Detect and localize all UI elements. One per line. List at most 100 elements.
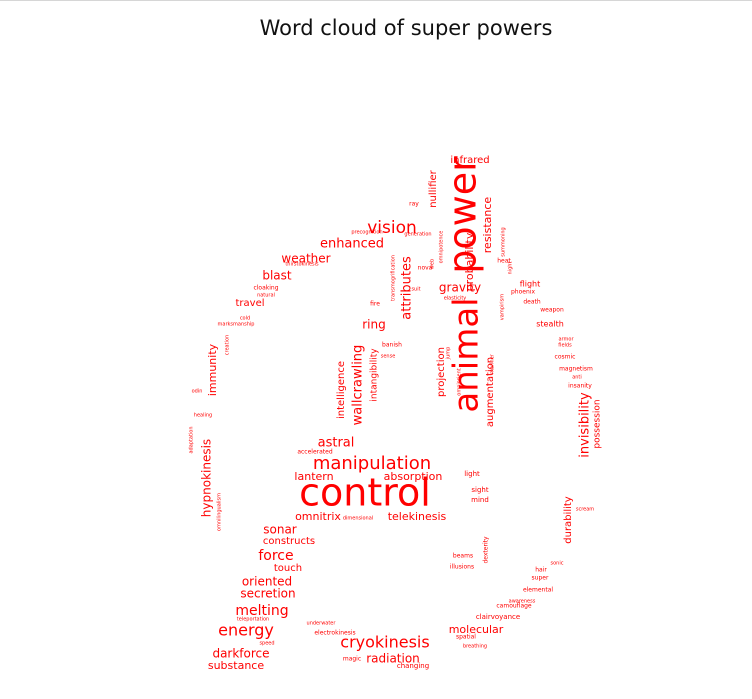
cloud-word: electrokinesis [314, 630, 355, 637]
cloud-word: nullifier [428, 169, 439, 207]
cloud-word: attributes [400, 256, 415, 320]
cloud-word: touch [274, 563, 302, 574]
cloud-word: substance [208, 659, 264, 672]
cloud-word: awareness [509, 599, 536, 605]
cloud-word: teleportation [237, 617, 269, 623]
cloud-word: durability [563, 496, 574, 544]
cloud-word: intangibility [370, 348, 380, 402]
cloud-word: wallcrawling [351, 345, 366, 426]
cloud-word: cryokinesis [340, 633, 429, 652]
cloud-word: illusions [450, 564, 474, 571]
page-title: Word cloud of super powers [259, 16, 553, 40]
cloud-word: magic [343, 656, 361, 663]
cloud-word: ray [409, 201, 419, 208]
top-divider [0, 0, 752, 1]
cloud-word: invisibility [578, 392, 593, 458]
cloud-word: manipulation [313, 453, 431, 474]
cloud-word: elemental [523, 587, 553, 594]
cloud-word: death [523, 299, 541, 306]
cloud-word: hair [535, 567, 547, 574]
cloud-word: sight [471, 486, 488, 494]
cloud-word: web [430, 259, 436, 269]
cloud-word: speed [259, 641, 274, 647]
cloud-word: hypnokinesis [200, 439, 214, 517]
cloud-word: phoenix [511, 289, 535, 296]
cloud-word: omnipotence [439, 231, 445, 264]
cloud-word: stealth [536, 320, 564, 329]
cloud-word: elasticity [444, 296, 467, 302]
cloud-word: suit [411, 287, 420, 293]
cloud-word: insanity [568, 383, 592, 390]
cloud-word: changing [397, 662, 429, 670]
cloud-word: breathing [463, 644, 487, 650]
cloud-word: secretion [240, 587, 295, 601]
cloud-word: transmogrification [391, 255, 397, 301]
cloud-word: generation [404, 232, 431, 238]
cloud-word: intelligence [336, 361, 347, 419]
cloud-word: gravity [439, 281, 481, 295]
cloud-word: constructs [263, 536, 315, 547]
cloud-word: lantern [294, 470, 333, 483]
cloud-word: weather [281, 252, 330, 266]
cloud-word: precognition [351, 230, 382, 236]
cloud-word: creation [225, 335, 231, 355]
cloud-word: light [464, 470, 480, 478]
cloud-word: ring [362, 318, 386, 332]
cloud-word: summoning [501, 227, 507, 256]
cloud-word: fire [370, 301, 380, 308]
cloud-word: travel [235, 298, 264, 309]
cloud-word: vampirism [500, 294, 506, 321]
cloud-word: dimensional [343, 516, 373, 522]
cloud-word: clairvoyance [476, 613, 520, 621]
cloud-word: super [532, 575, 549, 582]
cloud-word: resistance [481, 197, 494, 254]
cloud-word: infrared [450, 155, 489, 166]
cloud-word: scream [576, 507, 594, 513]
cloud-word: enhanced [320, 237, 384, 252]
cloud-word: anti [572, 375, 582, 381]
cloud-word: augmentation [485, 357, 496, 427]
cloud-word: dexterity [483, 536, 490, 563]
cloud-word: spatial [456, 634, 476, 641]
cloud-word: radiation [366, 652, 420, 666]
cloud-word: darkforce [212, 647, 269, 661]
cloud-word: accelerated [297, 449, 333, 456]
cloud-word: absorption [384, 470, 443, 483]
cloud-word: fields [558, 343, 572, 349]
cloud-word: night [508, 262, 514, 275]
cloud-word: sonar [263, 523, 297, 537]
cloud-word: beams [453, 553, 473, 560]
cloud-word: oriented [242, 575, 292, 589]
cloud-word: weapon [540, 307, 564, 314]
cloud-word: nova [418, 265, 433, 272]
cloud-word: flight [520, 280, 541, 289]
cloud-word: underwater [307, 621, 337, 627]
cloud-word: omniscient [457, 368, 463, 395]
cloud-word: camouflage [496, 603, 532, 610]
cloud-word: heat [497, 258, 511, 265]
cloud-word: cold [240, 316, 250, 322]
cloud-word: projection [436, 347, 447, 397]
cloud-word: sonic [551, 561, 564, 567]
cloud-word: vision [367, 218, 417, 238]
cloud-word: energy [218, 621, 274, 640]
cloud-word: blast [262, 269, 292, 283]
cloud-word: astral [318, 436, 355, 451]
cloud-word: melting [235, 603, 288, 619]
cloud-word: armor [558, 337, 574, 343]
cloud-word: control [299, 471, 431, 515]
cloud-word: magnetism [559, 366, 593, 373]
cloud-word: power [441, 156, 485, 274]
cloud-word: omnitrix [295, 510, 341, 523]
cloud-word: cloaking [253, 285, 278, 292]
cloud-word: cosmic [555, 354, 576, 361]
cloud-word: natural [257, 293, 275, 299]
cloud-word: animal [447, 297, 487, 412]
cloud-word: adaptation [189, 426, 195, 453]
cloud-word: marksmanship [218, 322, 255, 328]
cloud-word: telekinesis [388, 510, 447, 523]
cloud-word: possession [593, 399, 603, 448]
cloud-word: omnilingualism [217, 493, 223, 531]
cloud-word: force [258, 548, 293, 564]
